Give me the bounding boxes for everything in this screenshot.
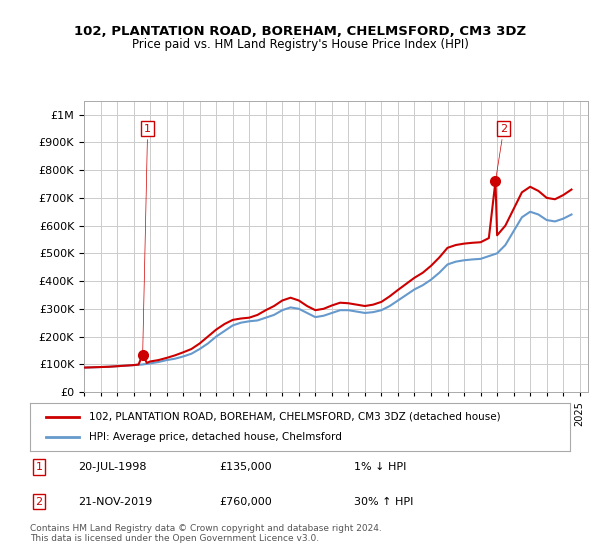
Text: 2: 2	[496, 124, 507, 179]
Text: 1% ↓ HPI: 1% ↓ HPI	[354, 462, 406, 472]
Text: 102, PLANTATION ROAD, BOREHAM, CHELMSFORD, CM3 3DZ (detached house): 102, PLANTATION ROAD, BOREHAM, CHELMSFOR…	[89, 412, 501, 422]
Text: Price paid vs. HM Land Registry's House Price Index (HPI): Price paid vs. HM Land Registry's House …	[131, 38, 469, 51]
Text: £760,000: £760,000	[219, 497, 272, 507]
Text: 2: 2	[35, 497, 43, 507]
Text: 102, PLANTATION ROAD, BOREHAM, CHELMSFORD, CM3 3DZ: 102, PLANTATION ROAD, BOREHAM, CHELMSFOR…	[74, 25, 526, 38]
Text: 20-JUL-1998: 20-JUL-1998	[79, 462, 147, 472]
Text: 1: 1	[35, 462, 43, 472]
Text: Contains HM Land Registry data © Crown copyright and database right 2024.
This d: Contains HM Land Registry data © Crown c…	[30, 524, 382, 543]
Text: HPI: Average price, detached house, Chelmsford: HPI: Average price, detached house, Chel…	[89, 432, 342, 442]
Text: 30% ↑ HPI: 30% ↑ HPI	[354, 497, 413, 507]
Text: 1: 1	[143, 124, 151, 352]
Text: £135,000: £135,000	[219, 462, 272, 472]
Text: 21-NOV-2019: 21-NOV-2019	[79, 497, 153, 507]
